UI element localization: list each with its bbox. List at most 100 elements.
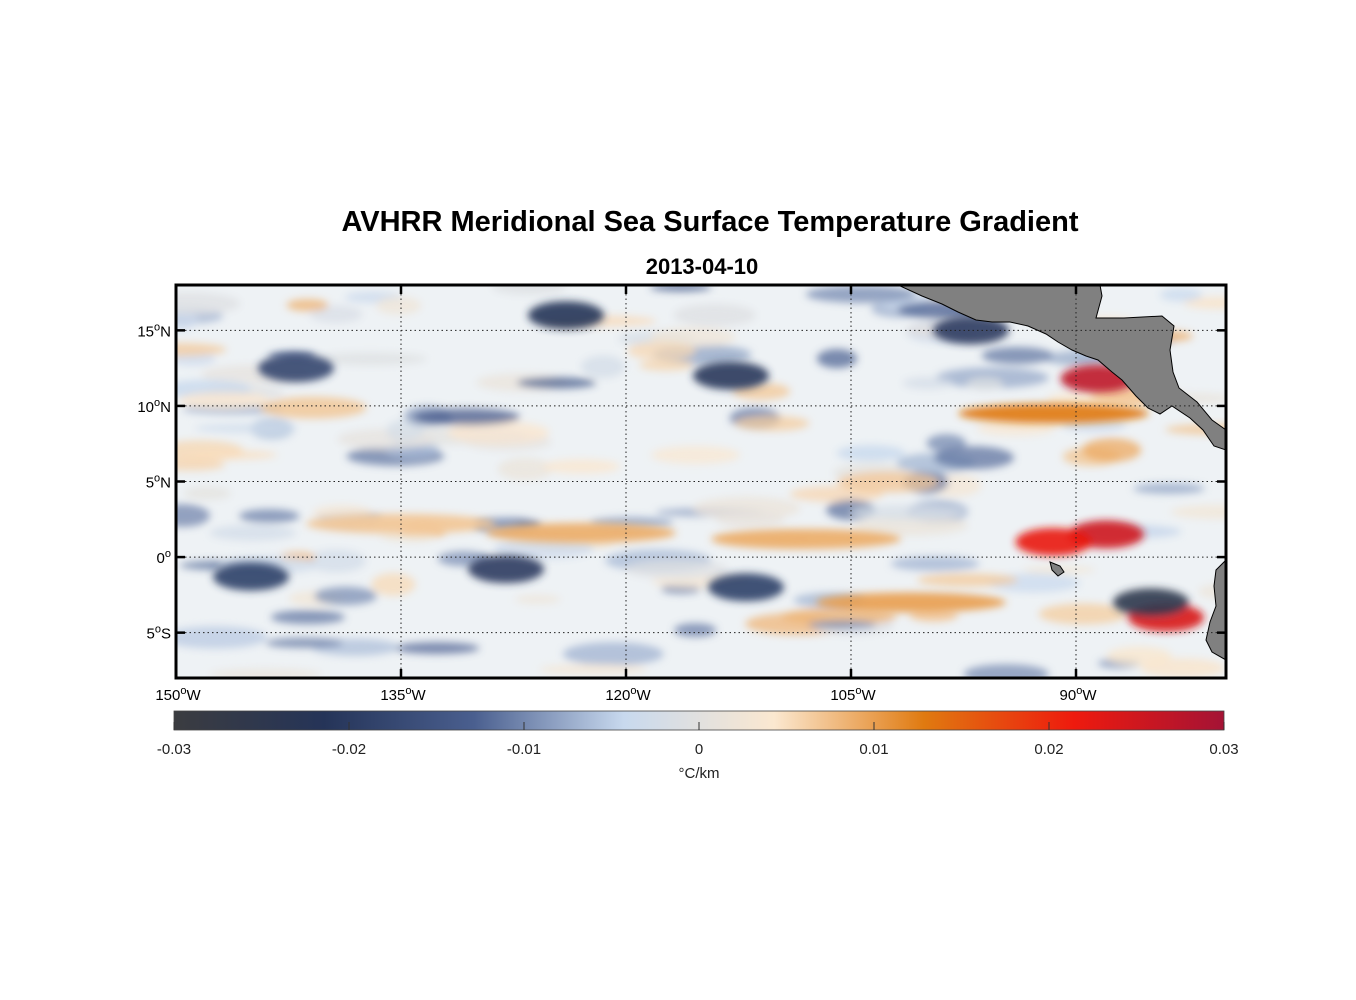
gradient-feature — [708, 573, 784, 602]
gradient-texture-cell — [176, 450, 278, 460]
gradient-texture-cell — [209, 668, 321, 678]
gradient-texture-cell — [309, 305, 363, 324]
axis-ticks — [174, 285, 1226, 678]
gradient-texture-cell — [306, 549, 366, 573]
colorbar-tick-label: 0 — [695, 741, 703, 758]
colorbar-tick-labels: -0.03 -0.02 -0.01 0 0.01 0.02 0.03 — [157, 741, 1239, 758]
gradient-texture-cell — [836, 445, 906, 462]
colorbar-tick-label: 0.02 — [1034, 741, 1063, 758]
gradient-texture-cell — [966, 377, 1004, 391]
gradient-texture-cell — [963, 664, 1049, 678]
gradient-texture-cell — [1159, 288, 1203, 302]
land-central-america — [897, 285, 1226, 451]
gradient-texture-cell — [1170, 504, 1226, 520]
lon-tick-label: 90oW — [1060, 685, 1098, 704]
gradient-feature — [933, 316, 1009, 345]
gradient-texture-cell — [492, 285, 567, 295]
gradient-texture-cell — [781, 607, 897, 626]
lon-tick-label: 105oW — [830, 685, 876, 704]
gradient-feature — [528, 301, 604, 330]
lat-tick-label: 0o — [157, 548, 171, 567]
axis-tick-labels: 150oW 135oW 120oW 105oW 90oW 15oN 10oN 5oN 0o 5oS — [137, 321, 1097, 704]
gradient-feature — [1015, 527, 1092, 556]
colorbar-tick-label: -0.03 — [157, 741, 191, 758]
gradient-texture-cell — [1133, 483, 1205, 494]
gradient-texture-cell — [259, 396, 367, 419]
gradient-texture-cell — [178, 391, 269, 409]
lat-tick-label: 15oN — [137, 321, 171, 340]
gradient-texture-cell — [176, 342, 227, 357]
colorbar-tick-label: 0.03 — [1209, 741, 1238, 758]
gradient-texture-cell — [176, 459, 226, 471]
gradient-texture-cell — [314, 352, 427, 366]
gradient-texture-cell — [674, 623, 717, 637]
gradient-feature — [958, 403, 1149, 424]
gradient-texture-cell — [413, 408, 520, 426]
gradient-feature — [258, 354, 334, 383]
gradient-texture-cell — [854, 515, 969, 536]
gradient-feature — [486, 522, 676, 543]
gradient-texture-cell — [514, 594, 561, 604]
gradient-texture-cell — [807, 620, 877, 630]
gradient-texture-cell — [562, 642, 664, 666]
gradient-feature — [213, 562, 289, 591]
gradient-field-features — [213, 301, 1204, 632]
gradient-texture-cell — [539, 664, 648, 675]
gradient-texture-cell — [239, 509, 300, 524]
gradient-texture-cell — [1140, 658, 1225, 678]
gradient-texture-cell — [625, 559, 728, 579]
gradient-texture-cell — [734, 415, 810, 431]
gradient-texture-cell — [371, 573, 416, 596]
plot-area — [176, 285, 1226, 678]
gradient-texture-cell — [850, 504, 966, 521]
gradient-texture-cell — [286, 299, 329, 312]
gradient-texture-cell — [837, 471, 939, 493]
gradient-texture-cell — [516, 377, 597, 389]
gradient-texture-cell — [1106, 646, 1172, 666]
gradient-texture-cell — [194, 424, 298, 433]
gradient-texture-cell — [890, 556, 980, 572]
land-south-america — [1205, 559, 1226, 661]
gradient-texture-cell — [176, 504, 210, 527]
gradient-texture-cell — [933, 446, 1015, 470]
gradient-feature — [468, 555, 544, 584]
colorbar-tick-label: -0.02 — [332, 741, 366, 758]
gradient-texture-cell — [981, 346, 1054, 365]
gradient-texture-cell — [1081, 438, 1142, 463]
land-galapagos — [1049, 561, 1065, 577]
gradient-texture-cell — [805, 285, 917, 303]
chart-subtitle: 2013-04-10 — [645, 254, 759, 279]
gradient-feature — [1113, 588, 1189, 617]
colorbar: -0.03 -0.02 -0.01 0 0.01 0.02 0.03 °C/km — [157, 710, 1239, 782]
colorbar-unit-label: °C/km — [679, 765, 720, 782]
gradient-texture-cell — [715, 510, 785, 528]
colorbar-tick-label: -0.01 — [507, 741, 541, 758]
gradient-texture-cell — [209, 524, 297, 541]
gradient-feature — [693, 361, 769, 390]
gradient-texture-cell — [270, 610, 345, 625]
lon-tick-label: 135oW — [380, 685, 426, 704]
gradient-texture-cell — [639, 359, 694, 371]
gradient-texture-cell — [183, 486, 231, 500]
gradient-texture-cell — [394, 642, 480, 654]
lat-tick-label: 5oS — [147, 624, 171, 643]
gradient-texture-cell — [265, 637, 343, 648]
gradient-texture-cell — [497, 457, 553, 481]
colorbar-tick-label: 0.01 — [859, 741, 888, 758]
gradient-feature — [711, 528, 901, 549]
lat-tick-label: 10oN — [137, 397, 171, 416]
gradient-texture-cell — [314, 586, 377, 606]
gradient-texture-cell — [673, 303, 756, 327]
gradient-texture-cell — [447, 421, 550, 444]
gradient-texture-cell — [375, 296, 422, 315]
chart-title: AVHRR Meridional Sea Surface Temperature… — [341, 206, 1079, 238]
gradient-texture-cell — [650, 285, 712, 292]
gradient-texture-cell — [650, 445, 741, 465]
gradient-texture-cell — [176, 626, 268, 649]
gradient-texture-cell — [976, 420, 1056, 436]
gradient-field-texture — [176, 285, 1226, 678]
gradient-texture-cell — [542, 459, 621, 474]
gradient-texture-cell — [176, 292, 241, 315]
gradient-texture-cell — [902, 376, 954, 390]
